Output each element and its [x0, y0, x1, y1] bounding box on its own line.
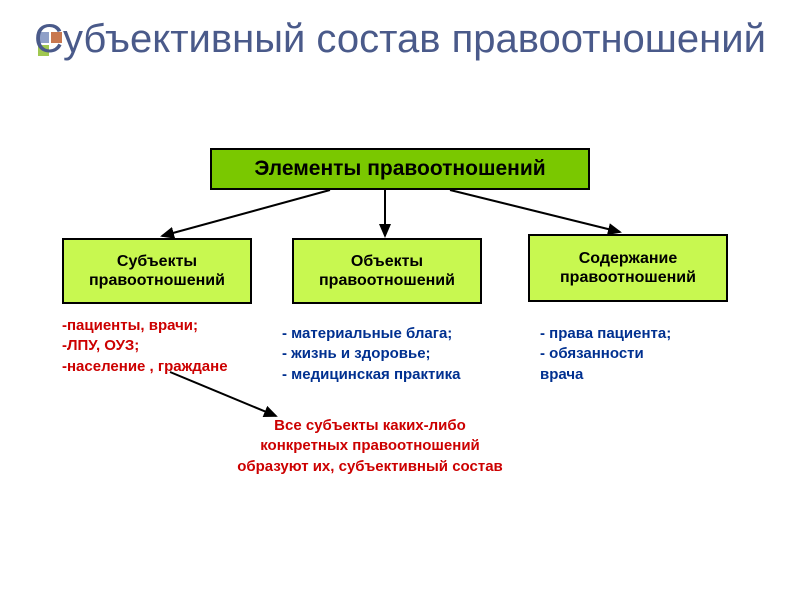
arrow-top-to-subjects	[162, 190, 330, 236]
slide-title: Субъективный состав правоотношений	[0, 16, 800, 62]
list-content: - права пациента;- обязанностиврача	[540, 324, 740, 385]
box-objects: Объекты правоотношений	[292, 238, 482, 304]
list-subjects: -пациенты, врачи;-ЛПУ, ОУЗ;-население , …	[62, 316, 292, 377]
arrow-subjects-to-summary	[170, 372, 276, 416]
list-objects: - материальные блага;- жизнь и здоровье;…	[282, 324, 522, 385]
box-subjects: Субъекты правоотношений	[62, 238, 252, 304]
bottom-summary: Все субъекты каких-либоконкретных правоо…	[190, 416, 550, 477]
box-elements: Элементы правоотношений	[210, 148, 590, 190]
arrow-top-to-content	[450, 190, 620, 232]
box-content: Содержание правоотношений	[528, 234, 728, 302]
